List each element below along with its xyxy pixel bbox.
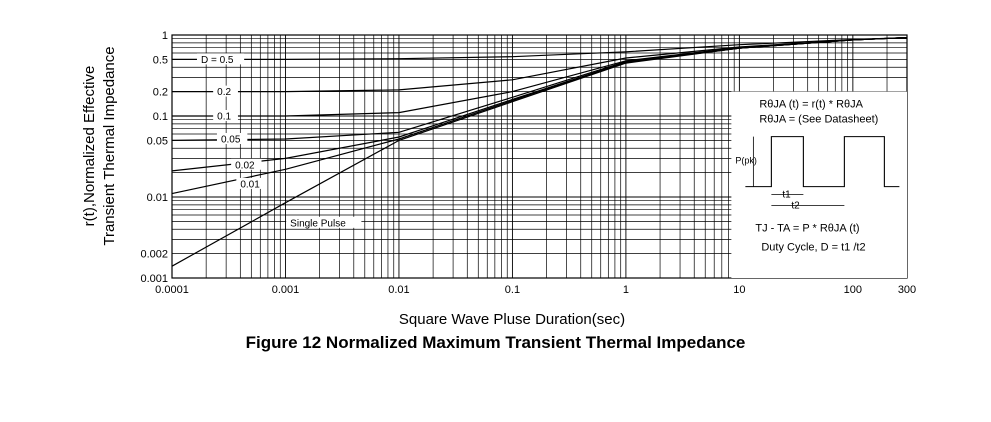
series-label-bg <box>236 177 267 189</box>
t1-label: t1 <box>782 190 791 201</box>
y-tick-label: 0.1 <box>153 111 168 123</box>
x-tick-label: 0.0001 <box>155 284 189 296</box>
y-tick-label: 0.002 <box>140 249 168 261</box>
tick-layer: 0.0001 0.001 0.01 0.1 1 10 100 30010.50.20.10.0… <box>140 30 916 296</box>
y-axis-label-line1: r(t),Normalized Effective <box>81 66 98 227</box>
series-label-bg <box>216 133 248 145</box>
series-label: 0.1 <box>217 112 231 123</box>
series-line <box>172 37 908 60</box>
series-label: 0.02 <box>235 160 255 171</box>
y-tick-label: 1 <box>162 30 168 42</box>
y-tick-label: 0.5 <box>153 54 168 66</box>
y-tick-label: 0.001 <box>140 273 168 285</box>
series-layer <box>171 37 908 267</box>
series-label-bg <box>196 53 245 65</box>
x-tick-label: 1 <box>623 284 629 296</box>
x-axis-label: Square Wave Pluse Duration(sec) <box>399 311 625 328</box>
series-label: 0.01 <box>240 179 260 190</box>
x-tick-label: 0.01 <box>388 284 409 296</box>
figure-caption: Figure 12 Normalized Maximum Transient T… <box>245 333 746 352</box>
x-tick-label: 0.1 <box>505 284 520 296</box>
ppk-label: P(pk) <box>735 156 757 166</box>
inset-duty-cycle: Duty Cycle, D = t1 /t2 <box>761 242 865 254</box>
series-label-bg <box>286 216 362 228</box>
y-tick-label: 0.2 <box>153 87 168 99</box>
y-axis-label-line2: Transient Thermal Impedance <box>101 46 118 245</box>
x-tick-label: 300 <box>898 284 916 296</box>
y-tick-label: 0.01 <box>147 192 168 204</box>
y-tick-label: 0.05 <box>147 135 168 147</box>
t2-label: t2 <box>791 201 800 212</box>
series-label: Single Pulse <box>290 218 346 229</box>
series-label-bg <box>213 110 238 121</box>
x-tick-label: 10 <box>733 284 745 296</box>
series-label-bg <box>231 158 262 170</box>
series-label: 0.05 <box>221 135 241 146</box>
inset-formula-2: RθJA = (See Datasheet) <box>759 114 878 126</box>
inset-box <box>731 91 907 278</box>
pulse-waveform <box>745 136 900 188</box>
inset-formula-3: TJ - TA = P * RθJA (t) <box>755 223 859 235</box>
x-tick-label: 100 <box>844 284 862 296</box>
series-line <box>171 37 908 267</box>
series-label: D = 0.5 <box>201 55 234 66</box>
inset-layer: RθJA (t) = r(t) * RθJA RθJA = (See Datash… <box>731 91 907 278</box>
series-label-layer: D = 0.5 0.2 0.1 0.05 0.02 0.01 Single Pulse <box>196 53 362 229</box>
series-label-bg <box>213 85 238 97</box>
x-tick-label: 0.001 <box>272 284 300 296</box>
inset-formula-1: RθJA (t) = r(t) * RθJA <box>759 99 863 111</box>
grid-layer <box>171 34 908 279</box>
series-label: 0.2 <box>217 87 231 98</box>
